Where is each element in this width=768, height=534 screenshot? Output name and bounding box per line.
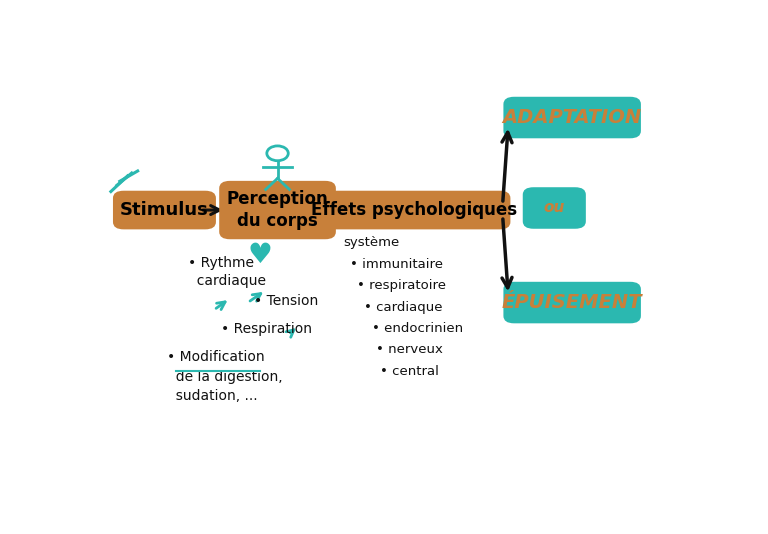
FancyBboxPatch shape xyxy=(523,187,586,229)
Text: ADAPTATION: ADAPTATION xyxy=(502,108,642,127)
Text: • central: • central xyxy=(380,365,439,378)
Text: • Rythme
  cardiaque: • Rythme cardiaque xyxy=(188,256,266,288)
FancyBboxPatch shape xyxy=(219,181,336,239)
FancyBboxPatch shape xyxy=(503,97,641,138)
Text: Perception
du corps: Perception du corps xyxy=(227,190,329,230)
Text: • Modification
  de la digestion,
  sudation, ...: • Modification de la digestion, sudation… xyxy=(167,350,283,403)
Text: • cardiaque: • cardiaque xyxy=(365,301,443,313)
Text: • Tension: • Tension xyxy=(253,294,318,308)
Text: Effets psychologiques: Effets psychologiques xyxy=(311,201,518,219)
FancyBboxPatch shape xyxy=(503,282,641,323)
Text: • immunitaire: • immunitaire xyxy=(350,258,443,271)
Text: système: système xyxy=(343,237,399,249)
Text: • endocrinien: • endocrinien xyxy=(372,322,462,335)
FancyBboxPatch shape xyxy=(319,191,511,230)
Text: • nerveux: • nerveux xyxy=(376,343,442,356)
Text: • respiratoire: • respiratoire xyxy=(357,279,446,292)
Text: • Respiration: • Respiration xyxy=(221,323,312,336)
Text: ou: ou xyxy=(544,200,565,216)
Text: Stimulus: Stimulus xyxy=(120,201,209,219)
Text: ÉPUISEMENT: ÉPUISEMENT xyxy=(502,293,642,312)
Text: ♥: ♥ xyxy=(247,241,272,269)
FancyBboxPatch shape xyxy=(113,191,216,230)
